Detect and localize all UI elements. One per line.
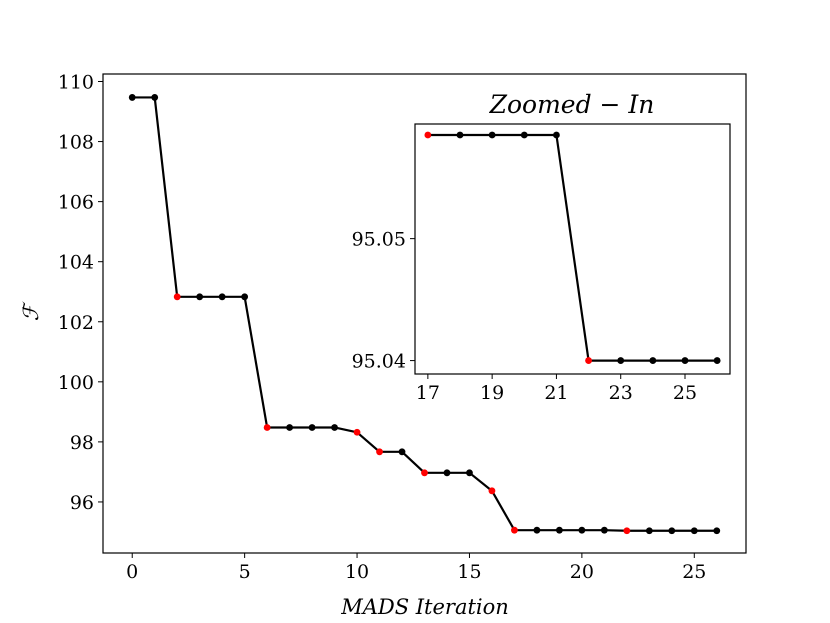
- inset-x-tick-label: 23: [609, 382, 633, 404]
- main-improvement-point: [623, 527, 631, 535]
- main-improvement-point: [353, 428, 361, 436]
- y-axis-label: ℱ: [19, 301, 43, 321]
- inset-data-point: [553, 131, 560, 139]
- main-y-tick-label: 106: [58, 192, 94, 214]
- inset-x-ticks: 17 19 21 23 25: [416, 374, 697, 404]
- main-data-point: [151, 94, 159, 101]
- inset-data-point: [713, 357, 721, 364]
- inset-title: Zoomed − In: [489, 90, 655, 119]
- main-data-point: [578, 526, 586, 534]
- main-data-point: [196, 293, 204, 301]
- inset-x-tick-label: 17: [416, 382, 440, 404]
- main-x-tick-label: 20: [570, 561, 594, 583]
- main-improvement-point: [511, 526, 518, 534]
- inset-series: [424, 131, 721, 364]
- main-y-tick-label: 100: [58, 372, 94, 394]
- main-improvement-point: [421, 469, 428, 477]
- inset-x-tick-label: 25: [673, 382, 697, 404]
- main-x-tick-label: 10: [345, 561, 369, 583]
- main-y-tick-label: 96: [70, 492, 94, 514]
- main-data-point: [690, 527, 698, 535]
- main-y-tick-label: 108: [58, 132, 94, 154]
- main-data-point: [533, 526, 541, 534]
- inset-data-point: [649, 357, 657, 364]
- inset-improvement-point: [585, 357, 592, 364]
- main-data-point: [466, 469, 473, 477]
- main-data-point: [668, 527, 676, 535]
- main-data-point: [713, 527, 721, 535]
- main-plot: 0 5 10 15 20 25 96 98 100 102 104 106 108 110 MADS I…: [19, 72, 747, 619]
- main-x-tick-label: 0: [126, 561, 138, 583]
- main-data-point: [241, 293, 249, 301]
- main-improvement-point: [173, 293, 181, 301]
- main-y-tick-label: 98: [70, 432, 94, 454]
- main-improvement-point: [488, 487, 496, 495]
- inset-series-line: [427, 133, 718, 362]
- main-data-point: [128, 94, 136, 101]
- inset-data-point: [520, 131, 528, 139]
- inset-y-tick-label: 95.05: [352, 229, 406, 251]
- main-x-tick-label: 5: [239, 561, 251, 583]
- main-improvement-point: [263, 424, 271, 431]
- main-data-point: [286, 424, 294, 431]
- inset-y-ticks: 95.04 95.05: [352, 229, 415, 373]
- main-data-point: [398, 448, 406, 456]
- inset-data-point: [456, 131, 464, 139]
- main-data-point: [443, 469, 451, 477]
- main-x-tick-label: 25: [682, 561, 706, 583]
- inset-data-point: [617, 357, 625, 364]
- main-data-point: [600, 526, 608, 534]
- main-series: [128, 94, 721, 535]
- main-data-point: [308, 424, 316, 431]
- inset-plot: Zoomed − In 17 19 21 23 25 95.04 95.05: [352, 90, 731, 404]
- inset-x-tick-label: 19: [480, 382, 504, 404]
- main-y-tick-label: 110: [58, 72, 94, 94]
- main-improvement-point: [376, 448, 383, 456]
- main-axes-frame: [102, 73, 747, 554]
- inset-data-point: [488, 131, 496, 139]
- main-data-point: [645, 527, 653, 535]
- main-data-point: [331, 424, 338, 431]
- main-data-point: [555, 526, 563, 534]
- main-y-ticks: 96 98 100 102 104 106 108 110: [58, 72, 103, 514]
- main-x-ticks: 0 5 10 15 20 25: [126, 553, 706, 583]
- main-y-tick-label: 102: [58, 312, 94, 334]
- inset-x-tick-label: 21: [544, 382, 568, 404]
- inset-data-point: [681, 357, 689, 364]
- inset-improvement-point: [424, 131, 432, 139]
- inset-y-tick-label: 95.04: [352, 351, 406, 373]
- main-x-tick-label: 15: [457, 561, 481, 583]
- main-data-point: [218, 293, 226, 301]
- main-y-tick-label: 104: [58, 252, 94, 274]
- x-axis-label: MADS Iteration: [340, 595, 509, 619]
